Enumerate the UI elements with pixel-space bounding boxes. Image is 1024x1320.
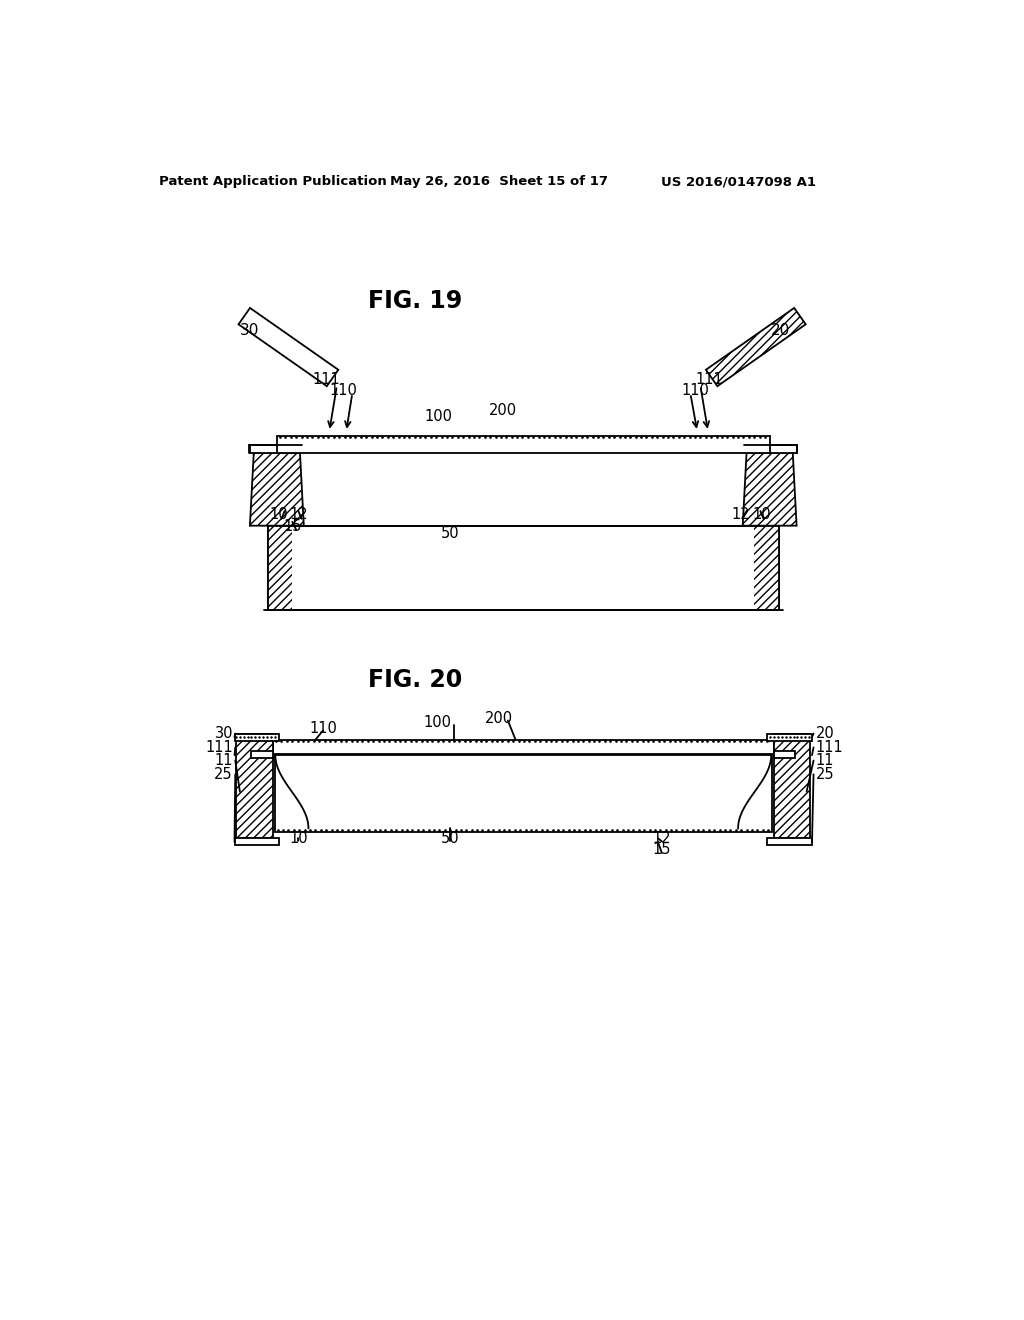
Text: 110: 110 (329, 383, 357, 399)
Text: 100: 100 (425, 409, 453, 424)
Text: 15: 15 (283, 519, 301, 535)
Bar (767, 734, 812, 741)
Bar (234, 838, 280, 845)
Text: 50: 50 (440, 525, 460, 541)
Text: 10: 10 (753, 507, 771, 521)
Text: 20: 20 (771, 322, 791, 338)
Bar (767, 838, 812, 845)
Bar (755, 525, 779, 610)
Text: 200: 200 (484, 710, 513, 726)
Bar (274, 755, 772, 832)
Bar (234, 734, 280, 741)
Text: 20: 20 (816, 726, 835, 741)
Polygon shape (250, 453, 304, 525)
Text: FIG. 20: FIG. 20 (369, 668, 463, 692)
Bar (773, 734, 810, 838)
Polygon shape (742, 453, 797, 525)
Bar (252, 751, 273, 758)
Text: 12: 12 (652, 830, 671, 846)
Bar (237, 734, 273, 838)
Text: US 2016/0147098 A1: US 2016/0147098 A1 (662, 176, 816, 187)
Polygon shape (239, 308, 338, 387)
Text: 15: 15 (652, 842, 671, 858)
Text: 111: 111 (312, 372, 340, 387)
Bar (267, 525, 779, 610)
Text: 110: 110 (681, 383, 709, 399)
Text: 200: 200 (489, 404, 517, 418)
Text: 11: 11 (214, 752, 233, 768)
Text: 100: 100 (423, 715, 451, 730)
Bar (752, 445, 797, 453)
Text: 11: 11 (816, 752, 835, 768)
Text: 12: 12 (732, 507, 751, 521)
Bar (773, 751, 795, 758)
Text: 10: 10 (269, 507, 288, 521)
Text: 110: 110 (309, 721, 337, 735)
Text: 111: 111 (205, 741, 233, 755)
Bar (276, 436, 770, 453)
Bar (273, 739, 773, 754)
Text: Patent Application Publication: Patent Application Publication (159, 176, 387, 187)
Text: 50: 50 (440, 830, 460, 846)
Text: 111: 111 (695, 372, 724, 387)
Text: 10: 10 (289, 830, 308, 846)
Text: FIG. 19: FIG. 19 (369, 289, 463, 313)
Text: 25: 25 (214, 767, 233, 781)
Text: May 26, 2016  Sheet 15 of 17: May 26, 2016 Sheet 15 of 17 (389, 176, 607, 187)
Text: 111: 111 (816, 741, 844, 755)
Bar (250, 445, 295, 453)
Text: 25: 25 (816, 767, 835, 781)
Text: 30: 30 (214, 726, 233, 741)
Bar (267, 525, 292, 610)
Polygon shape (706, 308, 806, 387)
Text: 12: 12 (289, 507, 308, 521)
Text: 30: 30 (241, 322, 260, 338)
Bar (267, 525, 779, 610)
